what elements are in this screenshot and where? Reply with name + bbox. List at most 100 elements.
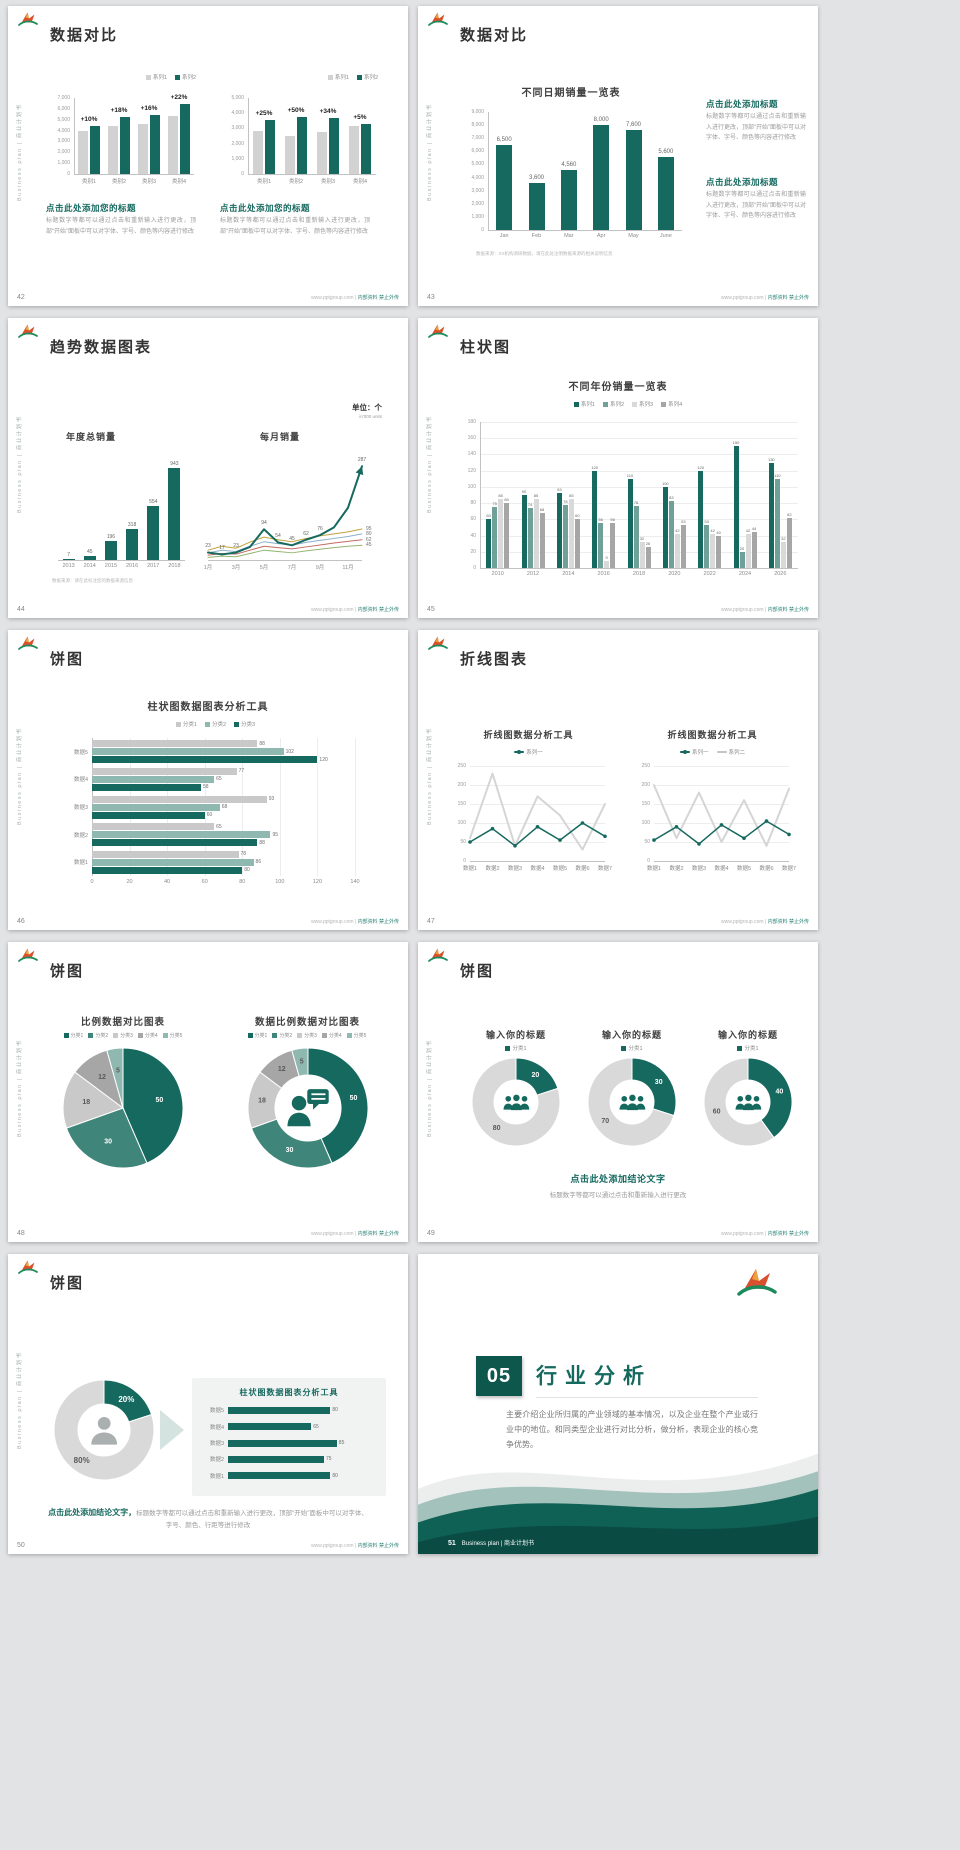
data-source-note: 数据来源：请在此标注您的数据来源信息: [52, 578, 133, 583]
hval: 93: [268, 796, 275, 802]
ytick: 5,000: [471, 161, 484, 168]
pie-chart: 50 30 18 12 5: [62, 1047, 184, 1169]
line-chart-svg: [652, 784, 791, 847]
legend-swatch-icon: [573, 401, 579, 407]
xtick: 数据7: [597, 866, 613, 872]
bval: 62: [787, 511, 792, 517]
bval: 54: [275, 533, 281, 540]
legend-label: 系列二: [728, 750, 746, 756]
slide-footer: www.pptgroup.com | 内部资料 禁止外传: [311, 294, 399, 301]
bval: 80: [504, 497, 509, 503]
line-chart-svg: [468, 772, 607, 851]
bar: [716, 535, 722, 568]
xtick: 20: [126, 879, 133, 885]
section-body: 主要介绍企业所归属的产业领域的基本情况，以及企业在整个产业或行业中的地位。和同类…: [506, 1410, 758, 1449]
slide-thumbnail-45[interactable]: Business plan | 商业计划书 柱状图 不同年份销量一览表 180 1…: [418, 318, 818, 618]
baseline: [488, 230, 682, 231]
legend-item: 分类1: [621, 1044, 643, 1052]
bar: [625, 130, 642, 230]
vgridline: [279, 738, 281, 876]
xtick: 数据1: [462, 866, 478, 872]
hval: 77: [238, 768, 245, 775]
bar: [560, 170, 577, 230]
vbaseline: [480, 422, 481, 568]
ytick: 4,000: [471, 174, 484, 181]
slide-thumbnail-47[interactable]: Business plan | 商业计划书 折线图表 折线图数据分析工具 250…: [418, 630, 818, 930]
bval: 53: [681, 519, 686, 524]
ytick: 100: [467, 483, 476, 490]
legend-label: 分类1: [182, 722, 197, 728]
vbaseline: [74, 98, 75, 174]
slide-thumbnail-49[interactable]: Business plan | 商业计划书 饼图 输入你的标题 分类1 20 80…: [418, 942, 818, 1242]
slide-side-label: Business plan | 商业计划书: [427, 103, 433, 201]
xtick: 2013: [62, 563, 75, 569]
bval: 42: [675, 527, 680, 533]
xtick: 数据2: [669, 866, 684, 872]
bar: [92, 783, 201, 791]
panel-title: 柱状图数据图表分析工具: [239, 1388, 339, 1397]
page-number: 50: [17, 1542, 25, 1549]
bval: 943: [170, 460, 179, 467]
bar: [645, 546, 651, 568]
footer-site: www.pptgroup.com |: [721, 919, 767, 925]
xtick: 2015: [104, 563, 118, 569]
bval: 42: [710, 527, 715, 533]
xtick: 2010: [491, 571, 504, 577]
xtick: 数据7: [781, 866, 797, 872]
bar: [610, 522, 616, 568]
chart-title: 不同年份销量一览表: [568, 382, 668, 393]
bar: [168, 116, 178, 174]
xtick: 2026: [774, 571, 787, 577]
donut-legend: 分类1: [692, 1044, 804, 1052]
ytick: 7,000: [57, 95, 70, 101]
conclusion-text: 点击此处添加结论文字，标题数字等都可以通过点击和重新输入进行更改，顶部“开始”面…: [48, 1506, 368, 1532]
slide-thumbnail-44[interactable]: Business plan | 商业计划书 趋势数据图表 单位：个 in'000…: [8, 318, 408, 618]
bval: 90: [521, 489, 527, 494]
slide-thumbnail-43[interactable]: Business plan | 商业计划书 数据对比 不同日期销量一览表 9,0…: [418, 6, 818, 306]
slide-side-label: Business plan | 商业计划书: [17, 1351, 23, 1449]
xtick: 2014: [562, 571, 575, 577]
ytick: 6,000: [471, 148, 484, 155]
bar: [92, 748, 284, 756]
bval: 20: [739, 545, 745, 551]
slide-thumbnail-42[interactable]: Business plan | 商业计划书 数据对比 7,000 6,000 5,0…: [8, 6, 408, 306]
bar: [62, 559, 75, 560]
data-source-note: 数据来源：XX机构调研数据，请在此处注明数据来源的相关说明信息: [476, 251, 613, 256]
gridline: [654, 804, 789, 805]
bval: 85: [498, 493, 503, 499]
bval: 83: [669, 494, 674, 500]
brand-logo-icon: [17, 1259, 39, 1276]
footer-site: www.pptgroup.com |: [721, 607, 767, 613]
ytick: 60: [470, 516, 476, 523]
wave-decoration: [418, 1453, 818, 1554]
bval: 60: [486, 513, 491, 519]
block-body: 标题数字等都可以通过点击和重新输入进行更改，顶部“开始”面板中可以对字体、字号、…: [220, 218, 370, 235]
pct: +16%: [140, 105, 158, 113]
ytick: 6,000: [57, 105, 70, 112]
xtick: 类别2: [111, 179, 127, 185]
xtick: 2024: [738, 571, 752, 577]
xtick: Feb: [531, 233, 542, 239]
legend-swatch-icon: [234, 721, 240, 727]
legend-swatch-icon: [175, 721, 181, 727]
legend-item: 分类3: [113, 1032, 133, 1039]
gridline: [470, 823, 605, 824]
bar: [774, 478, 780, 568]
svg-text:30: 30: [104, 1139, 112, 1146]
slide-thumbnail-46[interactable]: Business plan | 商业计划书 饼图 柱状图数据图表分析工具 0 20…: [8, 630, 408, 930]
slide-thumbnail-51[interactable]: 05 行业分析 主要介绍企业所归属的产业领域的基本情况，以及企业在整个产业或行业…: [418, 1254, 818, 1554]
legend-swatch-icon: [327, 74, 333, 80]
donut-title: 输入你的标题: [717, 1030, 778, 1040]
block-heading: 点击此处添加您的标题: [220, 203, 311, 213]
slide-thumbnail-50[interactable]: Business plan | 商业计划书 饼图 20% 80% 柱状图数据图表分…: [8, 1254, 408, 1554]
bar: [733, 446, 739, 568]
legend-label: 系列1: [580, 402, 595, 408]
footer-text: Business plan | 商业计划书: [461, 1541, 535, 1547]
xtick: 数据6: [759, 866, 774, 872]
slide-side-label: Business plan | 商业计划书: [427, 727, 433, 825]
slide-title: 饼图: [50, 963, 85, 980]
horizontal-grouped-bar-chart: 0 20 40 60 80 100 120 140 数据5 88 102 120 数据4 77 65 58 数据…: [48, 721, 383, 890]
footer-note: 内部资料 禁止外传: [357, 295, 399, 301]
slide-thumbnail-48[interactable]: Business plan | 商业计划书 饼图 比例数据对比图表 分类1 分类2…: [8, 942, 408, 1242]
